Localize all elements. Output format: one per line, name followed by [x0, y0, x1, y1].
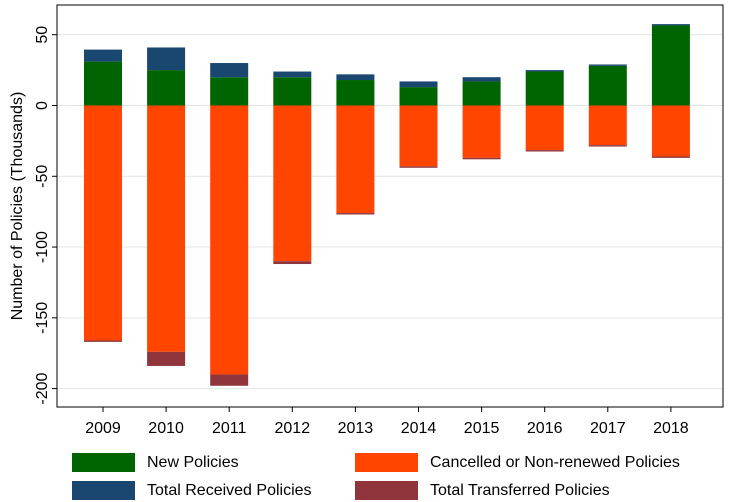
bar-segment: [210, 77, 249, 106]
bar-segment: [462, 157, 501, 160]
x-tick-label: 2012: [275, 420, 311, 437]
x-tick-label: 2011: [212, 420, 247, 437]
bar-segment: [273, 77, 312, 106]
x-tick-label: 2015: [464, 420, 500, 437]
bar-segment: [210, 63, 249, 78]
bar-segment: [84, 61, 122, 106]
legend-label: New Policies: [147, 454, 239, 471]
bar-segment: [147, 351, 186, 366]
legend-label: Cancelled or Non-renewed Policies: [430, 454, 680, 471]
legend-swatch: [72, 453, 135, 472]
y-axis-title: Number of Policies (Thousands): [9, 92, 26, 321]
bar-segment: [399, 105, 438, 167]
bar-segment: [588, 105, 627, 146]
bar-segment: [273, 105, 312, 262]
bar-segment: [651, 24, 690, 26]
x-tick-label: 2018: [653, 420, 689, 437]
bar-segment: [147, 105, 186, 352]
bar-segment: [210, 374, 249, 386]
plot-area: [56, 4, 724, 408]
bar-segment: [399, 166, 438, 168]
bar-segment: [525, 150, 564, 152]
x-tick-label: 2017: [590, 420, 626, 437]
bar-segment: [588, 65, 627, 106]
bar-segment: [525, 70, 564, 72]
bar-segment: [462, 77, 501, 82]
bar-segment: [336, 105, 375, 214]
x-tick-label: 2014: [401, 420, 437, 437]
legend-swatch: [355, 481, 418, 500]
y-tick-label: -150: [34, 302, 51, 334]
y-tick-label: 0: [34, 101, 51, 110]
bar-segment: [399, 87, 438, 106]
bar-segment: [651, 156, 690, 158]
bar-segment: [525, 105, 564, 151]
x-tick-label: 2013: [338, 420, 374, 437]
y-tick-label: -100: [34, 231, 51, 263]
bar-segment: [273, 261, 312, 265]
bar-segment: [147, 70, 186, 106]
bar-segment: [588, 145, 627, 147]
bar-segment: [336, 74, 375, 81]
y-tick-label: -50: [34, 165, 51, 188]
x-tick-label: 2016: [527, 420, 563, 437]
legend-label: Total Transferred Policies: [430, 482, 610, 499]
legend-swatch: [72, 481, 135, 500]
legend-label: Total Received Policies: [147, 482, 312, 499]
bar-segment: [336, 213, 375, 215]
bar-segment: [399, 81, 438, 88]
x-tick-label: 2009: [85, 420, 121, 437]
bar-segment: [651, 105, 690, 157]
bar-segment: [462, 81, 501, 106]
bar-segment: [651, 25, 690, 106]
y-tick-label: -200: [34, 372, 51, 404]
bar-segment: [147, 47, 186, 71]
bar-segment: [273, 71, 312, 78]
y-tick-label: 50: [34, 26, 51, 44]
bar-segment: [84, 340, 122, 342]
legend-swatch: [355, 453, 418, 472]
bar-segment: [84, 105, 122, 341]
bar-segment: [588, 64, 627, 66]
x-tick-label: 2010: [148, 420, 184, 437]
bar-segment: [210, 105, 249, 375]
bar-segment: [336, 80, 375, 106]
bar-segment: [525, 71, 564, 106]
bar-segment: [84, 49, 122, 62]
bar-segment: [462, 105, 501, 158]
